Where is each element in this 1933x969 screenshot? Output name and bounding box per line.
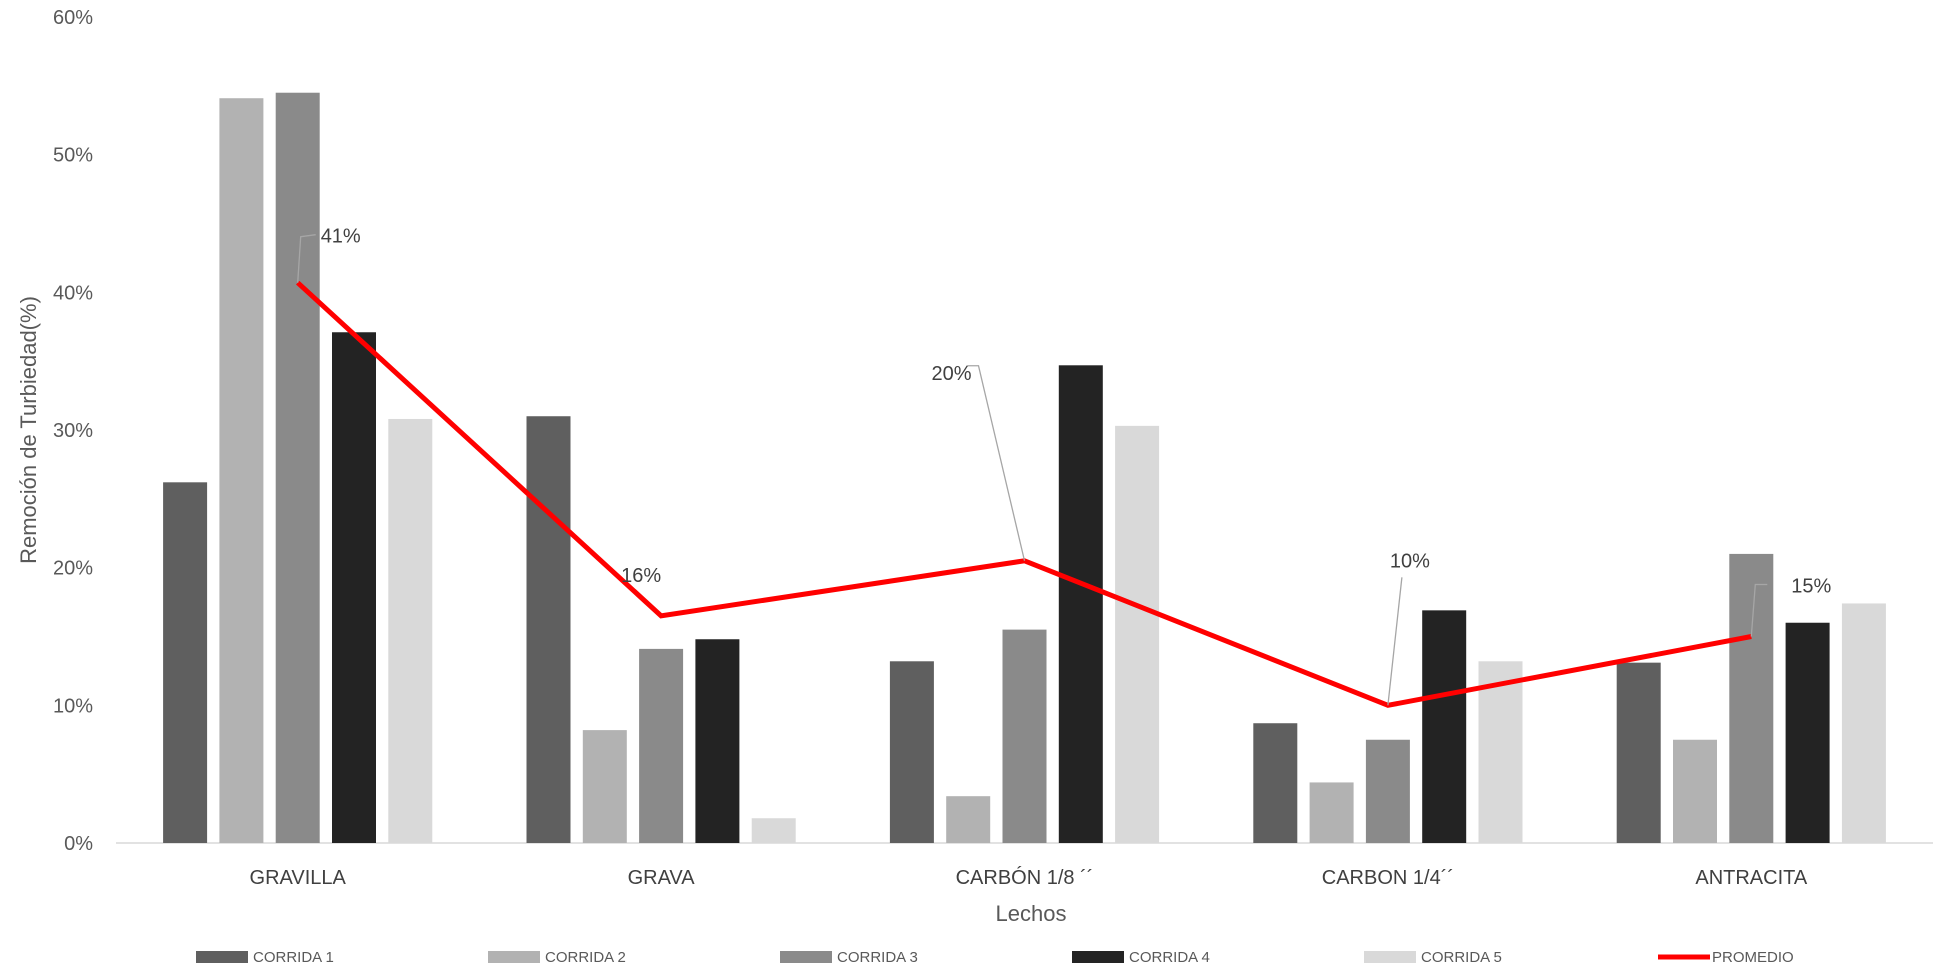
legend-swatch [1364,951,1416,963]
legend-swatch [780,951,832,963]
data-label: 41% [321,226,361,248]
y-axis-ticks: 0% 10% 20% 30% 40% 50% 60% [53,7,93,855]
data-label-leader [1750,583,1768,637]
data-label: 16% [621,565,661,587]
y-axis-title: Remoción de Turbiedad(%) [16,296,41,564]
bar [1616,662,1661,843]
bar [163,482,208,843]
bar [388,418,433,843]
bar [1365,739,1410,843]
bar [332,332,376,843]
bar [1115,425,1160,843]
bar [639,648,684,843]
x-tick-label: CARBON 1/4´´ [1322,867,1454,889]
bar [1673,739,1717,843]
y-tick-label: 60% [53,7,93,29]
data-label: 15% [1791,576,1831,598]
x-axis-title: Lechos [996,901,1067,926]
x-tick-label: ANTRACITA [1695,867,1808,889]
x-tick-label: CARBÓN 1/8 ´´ [956,866,1094,889]
bar [1309,782,1354,843]
bar [889,661,934,843]
x-tick-label: GRAVILLA [250,867,347,889]
bar [695,639,740,843]
legend-swatch [488,951,540,963]
bar [1253,723,1298,843]
legend-swatch [1072,951,1124,963]
legend: CORRIDA 1 CORRIDA 2 CORRIDA 3 CORRIDA 4 CORR… [196,949,1794,966]
bar [1729,553,1774,843]
bar [1785,622,1830,843]
data-labels: 41% 16% 20% 10% 15% [297,226,1832,706]
data-label: 20% [931,363,971,385]
x-axis-categories: GRAVILLA GRAVA CARBÓN 1/8 ´´ CARBON 1/4´´ AN… [250,866,1808,889]
bar [946,796,991,843]
y-tick-label: 20% [53,558,93,580]
bar [1422,610,1467,843]
bars [163,92,1886,844]
bar [1841,603,1886,843]
y-tick-label: 50% [53,145,93,167]
bar [275,92,320,843]
data-label-leader [297,234,316,283]
y-tick-label: 10% [53,695,93,717]
data-label-leader [966,365,1026,561]
bar [1002,629,1047,843]
bar [1478,661,1523,843]
bar [1058,365,1103,843]
bar [582,730,627,843]
data-label: 10% [1390,550,1430,572]
bar [751,818,796,843]
legend-swatch [196,951,248,963]
y-tick-label: 40% [53,282,93,304]
legend-label: CORRIDA 4 [1129,949,1210,966]
bar [526,416,571,843]
x-tick-label: GRAVA [628,867,696,889]
y-tick-label: 30% [53,420,93,442]
bar [219,98,264,844]
legend-label: CORRIDA 2 [545,949,626,966]
data-label-leader [1387,577,1403,706]
legend-label: CORRIDA 3 [837,949,918,966]
y-tick-label: 0% [64,833,93,855]
legend-label: PROMEDIO [1712,949,1794,966]
legend-label: CORRIDA 1 [253,949,334,966]
legend-label: CORRIDA 5 [1421,949,1502,966]
